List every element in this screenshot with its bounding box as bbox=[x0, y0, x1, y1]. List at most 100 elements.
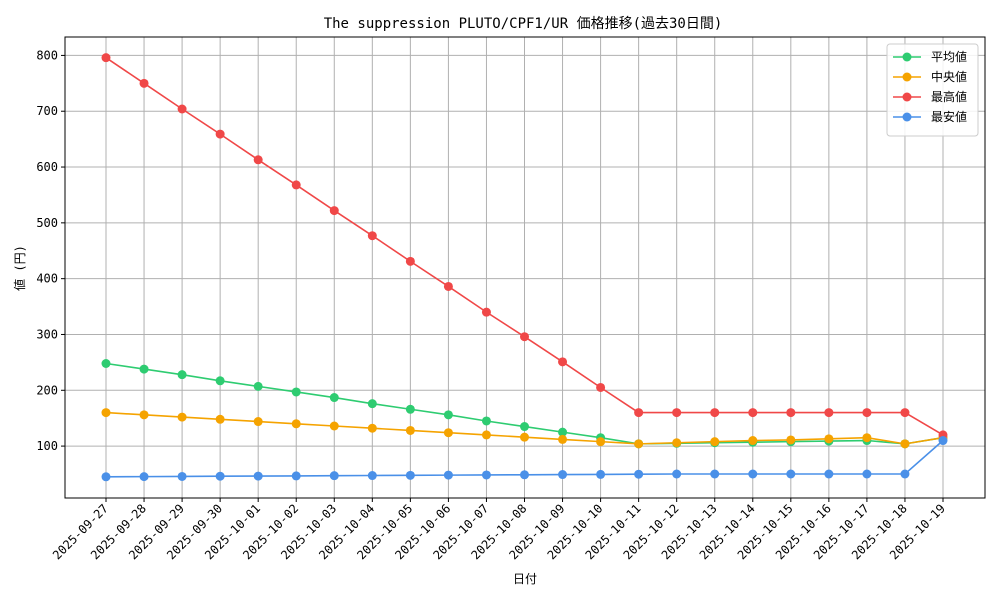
y-tick-label: 300 bbox=[36, 327, 58, 341]
data-point bbox=[291, 471, 301, 481]
data-point bbox=[672, 408, 682, 418]
data-point bbox=[405, 404, 415, 414]
series-group bbox=[101, 358, 948, 449]
data-point bbox=[900, 439, 910, 449]
data-point bbox=[367, 471, 377, 481]
grid-layer bbox=[65, 37, 985, 498]
data-point bbox=[177, 370, 187, 380]
data-point bbox=[177, 412, 187, 422]
data-point bbox=[481, 430, 491, 440]
data-point bbox=[938, 436, 948, 446]
data-point bbox=[824, 469, 834, 479]
data-point bbox=[253, 417, 263, 427]
data-point bbox=[748, 469, 758, 479]
y-tick-label: 700 bbox=[36, 104, 58, 118]
data-point bbox=[101, 472, 111, 482]
data-point bbox=[748, 436, 758, 446]
data-point bbox=[253, 155, 263, 165]
series-group bbox=[101, 53, 948, 440]
data-point bbox=[824, 408, 834, 418]
data-point bbox=[291, 180, 301, 190]
data-point bbox=[139, 78, 149, 88]
data-point bbox=[558, 427, 568, 437]
data-point bbox=[520, 422, 529, 432]
data-point bbox=[215, 471, 225, 481]
data-point bbox=[329, 393, 339, 403]
data-point bbox=[215, 414, 225, 424]
legend-label: 平均値 bbox=[931, 49, 967, 64]
data-point bbox=[367, 423, 377, 433]
data-point bbox=[215, 129, 225, 139]
data-point bbox=[596, 469, 606, 479]
data-point bbox=[558, 470, 568, 480]
data-point bbox=[672, 469, 682, 479]
data-point bbox=[253, 471, 263, 481]
legend-item: 平均値 bbox=[893, 49, 967, 64]
legend-box bbox=[886, 43, 979, 137]
data-point bbox=[786, 408, 796, 418]
data-point bbox=[177, 471, 187, 481]
data-point bbox=[786, 469, 796, 479]
data-point bbox=[101, 408, 111, 418]
data-point bbox=[710, 437, 720, 447]
data-point bbox=[862, 408, 872, 418]
data-point bbox=[367, 399, 377, 409]
series-layer bbox=[101, 53, 948, 482]
legend-marker bbox=[902, 72, 912, 82]
legend-label: 最高値 bbox=[931, 89, 967, 104]
chart-title: The suppression PLUTO/CPF1/UR 価格推移(過去30日… bbox=[324, 16, 723, 32]
data-point bbox=[634, 439, 644, 449]
data-point bbox=[520, 432, 529, 442]
data-point bbox=[481, 416, 491, 426]
legend-item: 最安値 bbox=[893, 109, 967, 124]
data-point bbox=[710, 408, 720, 418]
data-point bbox=[139, 410, 149, 420]
data-point bbox=[443, 410, 453, 420]
data-point bbox=[900, 408, 910, 418]
data-point bbox=[596, 437, 606, 447]
data-point bbox=[596, 382, 606, 392]
data-point bbox=[443, 470, 453, 480]
data-point bbox=[367, 231, 377, 241]
data-point bbox=[634, 469, 644, 479]
data-point bbox=[520, 470, 529, 480]
data-point bbox=[329, 471, 339, 481]
y-axis-title: 値 (円) bbox=[12, 245, 27, 291]
data-point bbox=[405, 425, 415, 435]
data-point bbox=[215, 376, 225, 386]
y-tick-label: 800 bbox=[36, 48, 58, 62]
data-point bbox=[748, 408, 758, 418]
data-point bbox=[329, 421, 339, 431]
data-point bbox=[634, 408, 644, 418]
data-point bbox=[824, 434, 834, 444]
data-point bbox=[558, 434, 568, 444]
data-point bbox=[481, 307, 491, 317]
data-point bbox=[405, 470, 415, 480]
data-point bbox=[862, 469, 872, 479]
legend-marker bbox=[902, 52, 912, 62]
y-tick-label: 100 bbox=[36, 439, 58, 453]
data-point bbox=[329, 206, 339, 216]
legend-marker bbox=[902, 112, 912, 122]
data-point bbox=[291, 419, 301, 429]
data-point bbox=[558, 357, 568, 367]
data-point bbox=[672, 438, 682, 448]
y-tick-label: 500 bbox=[36, 216, 58, 230]
data-point bbox=[291, 387, 301, 397]
data-point bbox=[481, 470, 491, 480]
data-point bbox=[253, 381, 263, 391]
series-group bbox=[101, 408, 948, 449]
legend-label: 最安値 bbox=[931, 109, 967, 124]
y-tick-label: 200 bbox=[36, 383, 58, 397]
x-axis-title: 日付 bbox=[513, 572, 537, 586]
data-point bbox=[139, 472, 149, 482]
data-point bbox=[101, 358, 111, 368]
data-point bbox=[139, 364, 149, 374]
legend-item: 最高値 bbox=[893, 89, 967, 104]
data-point bbox=[862, 433, 872, 443]
data-point bbox=[177, 104, 187, 114]
legend-marker bbox=[902, 92, 912, 102]
